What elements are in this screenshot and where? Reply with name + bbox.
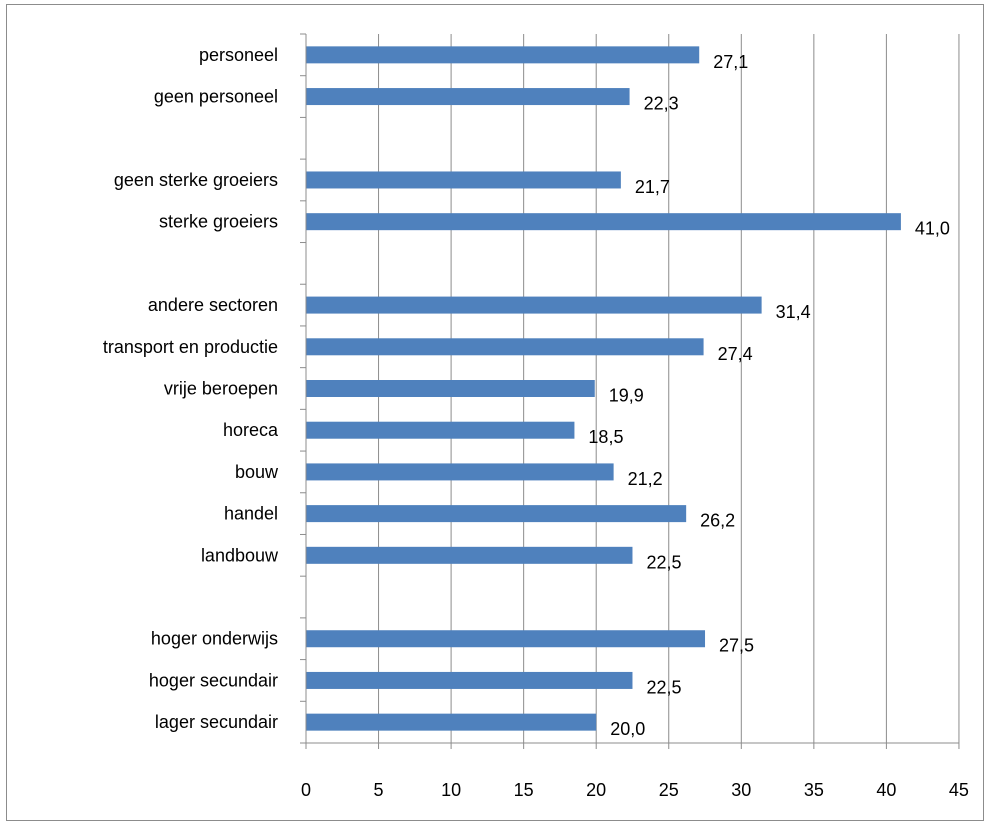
- value-label: 31,4: [776, 302, 811, 322]
- category-label: transport en productie: [103, 337, 278, 357]
- value-label: 27,1: [713, 52, 748, 72]
- category-label: andere sectoren: [148, 295, 278, 315]
- bar: [306, 630, 706, 648]
- value-label: 27,5: [719, 636, 754, 656]
- bar: [306, 171, 621, 189]
- bar: [306, 380, 595, 397]
- bar: [306, 421, 575, 439]
- category-labels: personeel geen personeel geen sterke groei…: [103, 45, 279, 732]
- category-label: hoger onderwijs: [151, 629, 278, 649]
- bar: [306, 713, 597, 731]
- category-label: hoger secundair: [149, 670, 278, 690]
- category-label: geen personeel: [154, 87, 278, 107]
- value-label: 41,0: [915, 219, 950, 239]
- x-tick-label: 45: [949, 780, 969, 800]
- category-label: horeca: [223, 420, 279, 440]
- value-label: 22,5: [646, 552, 681, 572]
- value-label: 27,4: [718, 344, 753, 364]
- gridlines: [378, 34, 960, 743]
- x-tick-label: 35: [804, 780, 824, 800]
- category-label: vrije beroepen: [164, 379, 278, 399]
- value-label: 20,0: [610, 719, 645, 739]
- bar: [306, 505, 687, 523]
- x-tick-label: 15: [514, 780, 534, 800]
- bar: [306, 671, 633, 689]
- x-tick-label: 20: [586, 780, 606, 800]
- bar: [306, 213, 901, 231]
- value-labels: 27,1 22,3 21,7 41,0 31,4 27,4 19,9 18,5 21,2 26,2…: [588, 52, 950, 739]
- bar: [306, 338, 704, 356]
- value-label: 19,9: [609, 386, 644, 406]
- category-label: lager secundair: [155, 712, 278, 732]
- category-label: sterke groeiers: [159, 212, 278, 232]
- x-tick-label: 40: [876, 780, 896, 800]
- x-tick-label: 0: [301, 780, 311, 800]
- category-label: handel: [224, 504, 278, 524]
- bar: [306, 463, 614, 481]
- x-tick-label: 25: [659, 780, 679, 800]
- value-label: 22,3: [644, 94, 679, 114]
- value-label: 22,5: [646, 677, 681, 697]
- bar: [306, 88, 630, 106]
- bar: [306, 296, 762, 314]
- tick-labels: 0 5 10 15 20 25 30 35 40 45: [301, 780, 969, 800]
- axes: [300, 33, 960, 749]
- x-tick-label: 10: [441, 780, 461, 800]
- value-label: 21,2: [628, 469, 663, 489]
- category-label: geen sterke groeiers: [114, 170, 278, 190]
- category-label: landbouw: [201, 545, 279, 565]
- value-label: 18,5: [588, 427, 623, 447]
- bar: [306, 546, 633, 564]
- x-tick-label: 5: [374, 780, 384, 800]
- bar: [306, 46, 700, 64]
- category-label: personeel: [199, 45, 278, 65]
- category-label: bouw: [235, 462, 279, 482]
- bars: [306, 46, 901, 731]
- value-label: 21,7: [635, 177, 670, 197]
- x-tick-label: 30: [731, 780, 751, 800]
- value-label: 26,2: [700, 511, 735, 531]
